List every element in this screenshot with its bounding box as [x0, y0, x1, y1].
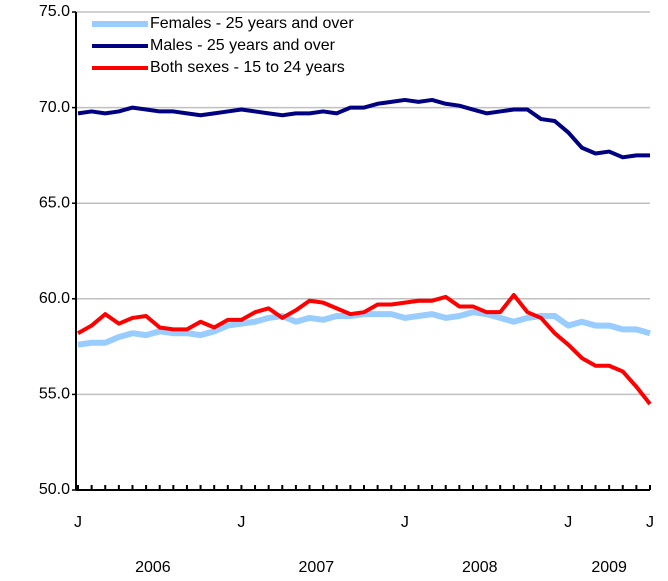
y-tick-label: 50.0: [39, 481, 70, 498]
x-tick-label: J: [401, 514, 409, 531]
year-label: 2007: [299, 559, 335, 576]
y-tick-label: 75.0: [39, 3, 70, 20]
year-label: 2008: [462, 559, 498, 576]
legend-label: Females - 25 years and over: [150, 15, 354, 32]
y-tick-label: 60.0: [39, 290, 70, 307]
series-line: [77, 292, 652, 406]
year-label: 2006: [135, 559, 171, 576]
x-tick-label: J: [646, 514, 654, 531]
year-label: 2009: [591, 559, 627, 576]
legend-label: Males - 25 years and over: [150, 37, 336, 54]
legend-label: Both sexes - 15 to 24 years: [150, 59, 345, 76]
series-line: [77, 97, 650, 160]
x-tick-label: J: [74, 514, 82, 531]
x-tick-label: J: [564, 514, 572, 531]
y-tick-label: 70.0: [39, 99, 70, 116]
y-tick-label: 55.0: [39, 386, 70, 403]
y-tick-label: 65.0: [39, 194, 70, 211]
x-tick-label: J: [237, 514, 245, 531]
